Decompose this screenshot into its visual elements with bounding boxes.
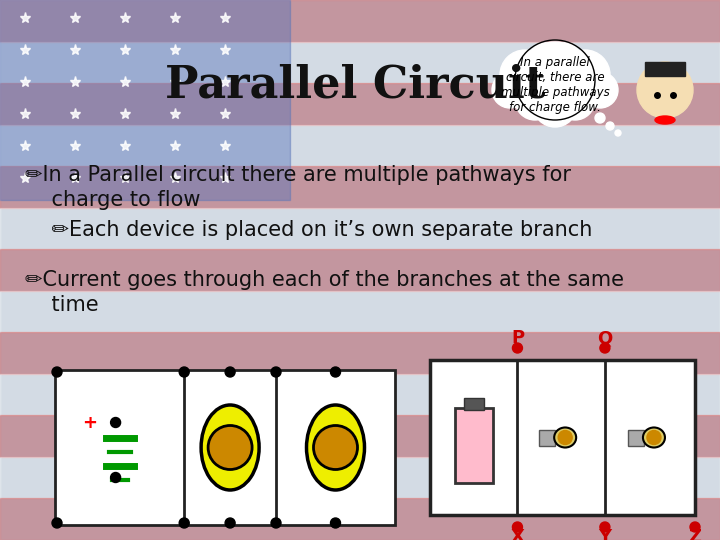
Bar (455, 408, 492, 483)
Circle shape (52, 518, 62, 528)
Circle shape (111, 472, 121, 483)
Text: +: + (82, 414, 97, 431)
Circle shape (530, 43, 560, 73)
Bar (539, 429, 555, 445)
Bar (0, 332, 720, 374)
Bar (430, 360, 695, 515)
Circle shape (637, 62, 693, 118)
Circle shape (595, 113, 605, 123)
Circle shape (515, 80, 555, 120)
Circle shape (560, 50, 610, 100)
Circle shape (271, 367, 281, 377)
Bar (628, 429, 644, 445)
Bar (0, 42, 720, 83)
Text: X: X (510, 528, 524, 540)
Circle shape (533, 83, 577, 127)
Circle shape (225, 367, 235, 377)
Bar (0, 374, 720, 415)
Text: P: P (511, 329, 524, 347)
Circle shape (179, 367, 189, 377)
Circle shape (225, 518, 235, 528)
Bar (0, 291, 720, 332)
Circle shape (606, 122, 614, 130)
Circle shape (558, 430, 572, 444)
Text: Parallel Circuit: Parallel Circuit (165, 64, 545, 106)
Circle shape (600, 522, 610, 532)
Bar (0, 498, 720, 540)
Circle shape (582, 72, 618, 108)
Bar (0, 249, 720, 291)
Text: charge to flow: charge to flow (25, 190, 200, 210)
Bar (0, 83, 720, 125)
Circle shape (550, 43, 580, 73)
Ellipse shape (655, 116, 675, 124)
Circle shape (313, 426, 358, 469)
Circle shape (330, 518, 341, 528)
Circle shape (330, 367, 341, 377)
Bar (0, 0, 720, 42)
Bar (0, 166, 720, 208)
Ellipse shape (201, 405, 259, 490)
Text: Z: Z (688, 528, 701, 540)
Circle shape (513, 522, 523, 532)
Bar (0, 0, 290, 200)
Bar (0, 125, 720, 166)
Ellipse shape (554, 428, 576, 448)
Circle shape (52, 367, 62, 377)
Circle shape (179, 518, 189, 528)
Circle shape (111, 417, 121, 428)
Text: Q: Q (598, 329, 613, 347)
Text: time: time (25, 295, 99, 315)
Circle shape (271, 518, 281, 528)
Text: In a parallel
circuit, there are
multiple pathways
for charge flow.: In a parallel circuit, there are multipl… (500, 56, 609, 114)
Bar (464, 398, 484, 410)
Text: ✏Current goes through each of the branches at the same: ✏Current goes through each of the branch… (25, 270, 624, 290)
Bar (0, 415, 720, 457)
Bar (0, 457, 720, 498)
Circle shape (555, 80, 595, 120)
Circle shape (690, 522, 700, 532)
Bar (55, 370, 395, 525)
Circle shape (513, 343, 523, 353)
Circle shape (500, 50, 550, 100)
Ellipse shape (643, 428, 665, 448)
Circle shape (600, 343, 610, 353)
Circle shape (647, 430, 661, 444)
Circle shape (517, 42, 593, 118)
Bar (0, 208, 720, 249)
Ellipse shape (307, 405, 364, 490)
Circle shape (208, 426, 252, 469)
Circle shape (492, 72, 528, 108)
Text: ✏In a Parallel circuit there are multiple pathways for: ✏In a Parallel circuit there are multipl… (25, 165, 571, 185)
Circle shape (615, 130, 621, 136)
Text: Y: Y (598, 528, 611, 540)
Bar (645, 62, 685, 76)
Text: ✏Each device is placed on it’s own separate branch: ✏Each device is placed on it’s own separ… (25, 220, 593, 240)
